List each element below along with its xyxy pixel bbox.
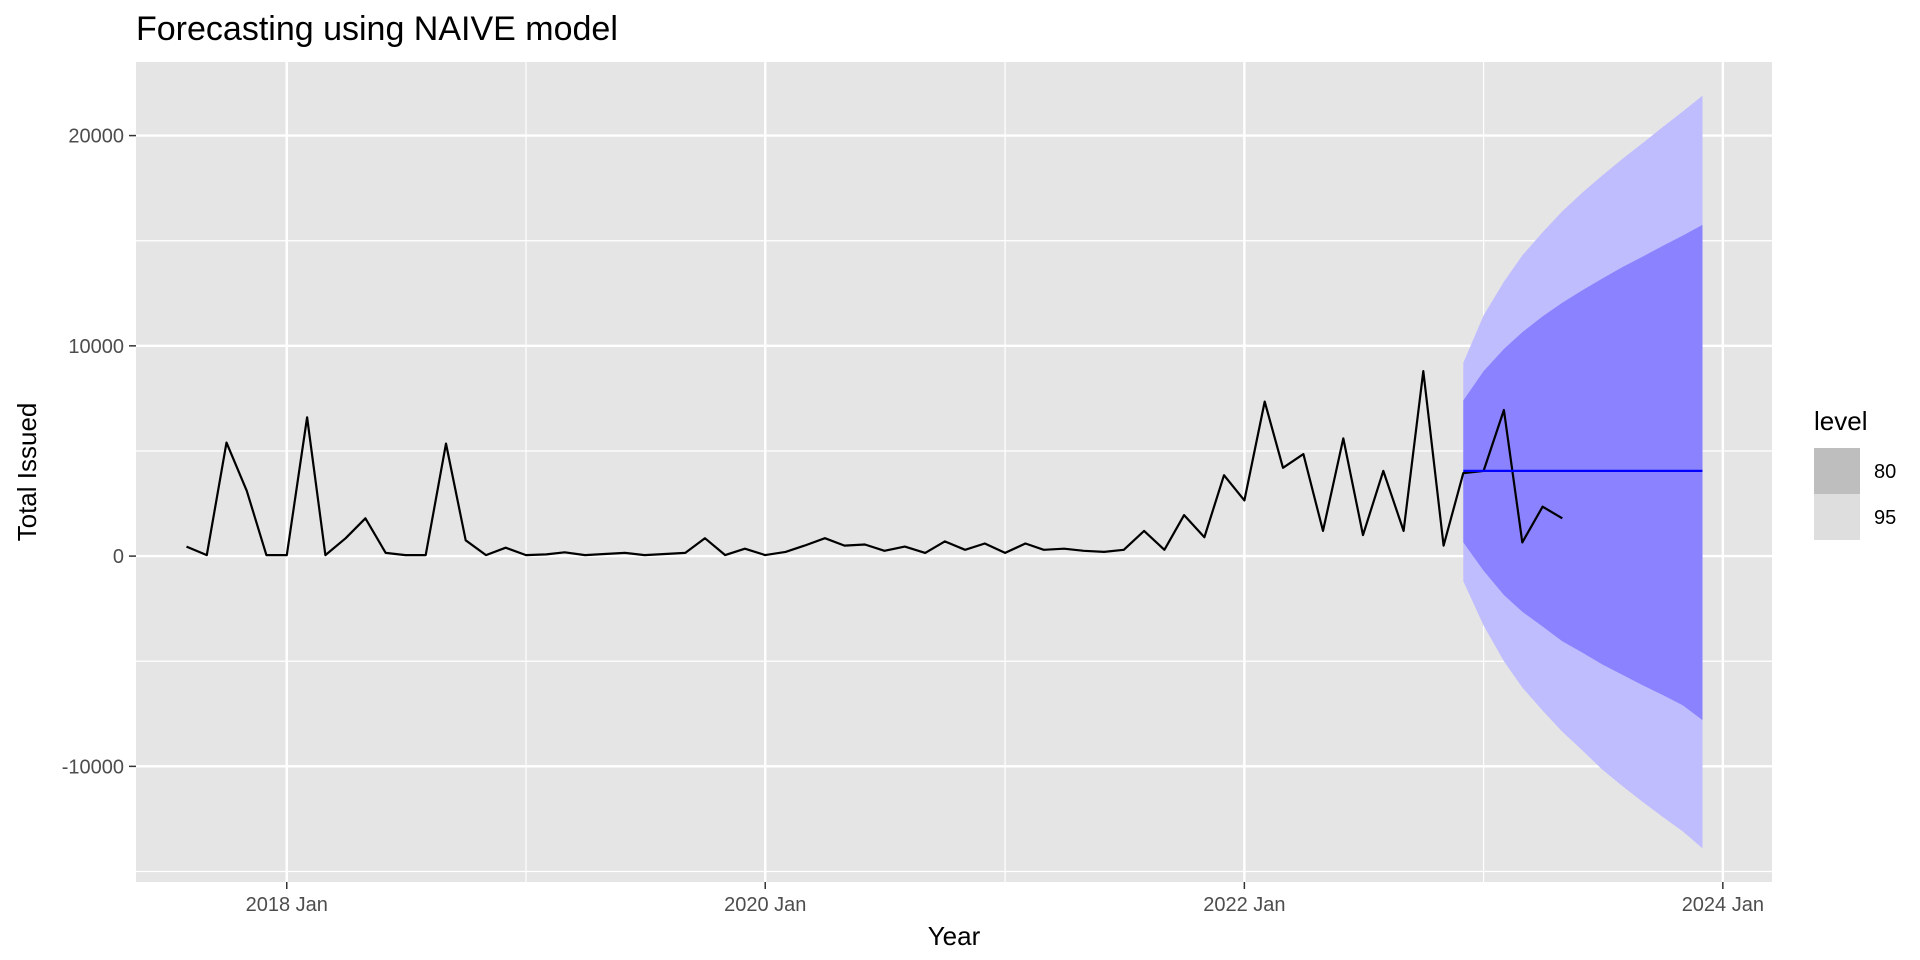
x-tick-label: 2024 Jan [1682,894,1764,916]
y-tick-label: -10000 [62,756,124,778]
x-tick-label: 2022 Jan [1203,894,1285,916]
legend-label-80: 80 [1874,461,1896,483]
series-lines [186,370,1703,557]
chart-title: Forecasting using NAIVE model [136,10,618,48]
legend-title: level [1814,406,1867,436]
legend-key-95 [1814,494,1860,540]
x-axis-title: Year [928,921,981,951]
prediction-intervals [1463,95,1703,849]
legend-label-95: 95 [1874,507,1896,529]
y-axis: -10000 0 10000 20000 [62,126,136,778]
band-80 [1463,224,1703,721]
y-tick-label: 20000 [68,126,124,148]
legend: level 80 95 [1814,406,1896,540]
y-tick-label: 10000 [68,336,124,358]
y-axis-title: Total Issued [12,403,42,542]
minor-gridlines [136,62,1772,882]
legend-key-80 [1814,448,1860,494]
x-tick-label: 2018 Jan [246,894,328,916]
y-tick-label: 0 [113,546,124,568]
actual-series-line [186,370,1563,557]
x-tick-label: 2020 Jan [724,894,806,916]
x-axis: 2018 Jan 2020 Jan 2022 Jan 2024 Jan [246,882,1764,916]
